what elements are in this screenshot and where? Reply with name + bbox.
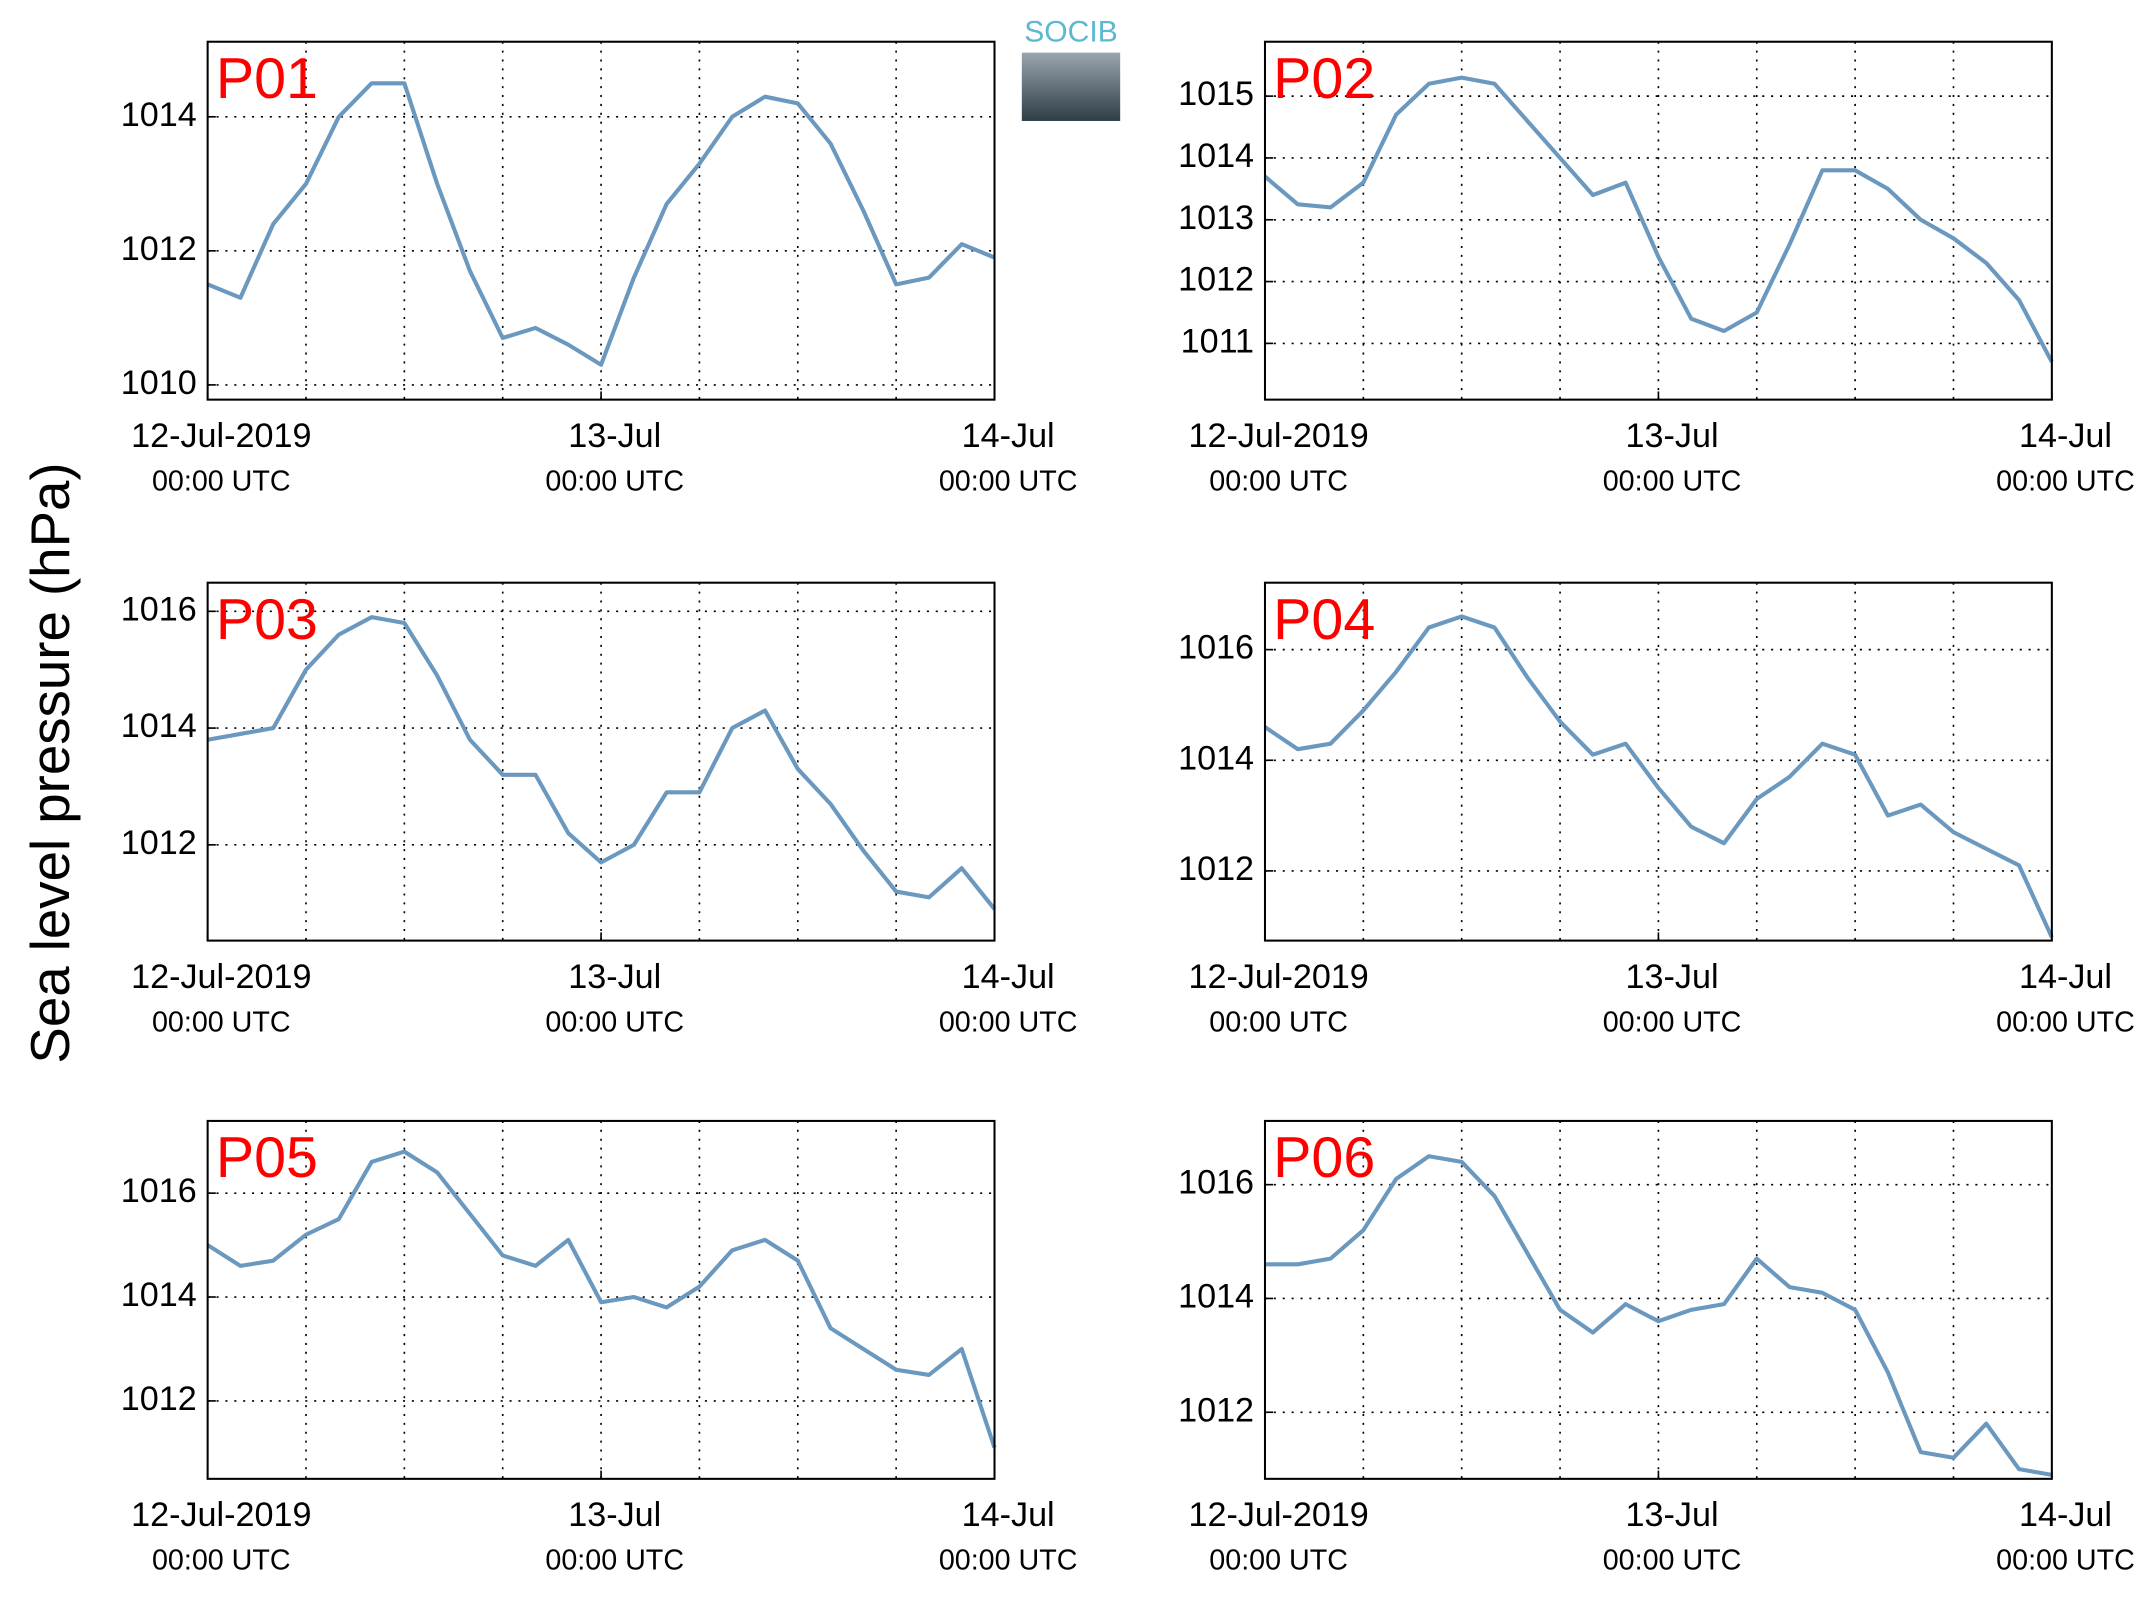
plot-frame bbox=[1263, 581, 2053, 942]
y-tick-label: 1014 bbox=[121, 96, 197, 134]
x-tick-label: 13-Jul bbox=[568, 417, 661, 455]
y-tick-label: 1012 bbox=[1178, 850, 1254, 888]
plot-frame bbox=[1263, 1119, 2053, 1480]
y-tick-label: 1011 bbox=[1181, 322, 1254, 360]
data-line bbox=[1263, 614, 2054, 939]
logo-text: SOCIB bbox=[1024, 15, 1118, 48]
y-tick-label: 1014 bbox=[1178, 739, 1254, 777]
x-tick-sublabel: 00:00 UTC bbox=[1603, 1007, 1742, 1039]
panel-title: P01 bbox=[216, 47, 318, 111]
panel: 1012 1014 1016 12-Jul-2019 00:00 UTC 13-Jul 00… bbox=[1178, 1119, 2135, 1577]
y-axis-label: Sea level pressure (hPa) bbox=[20, 462, 81, 1063]
x-tick-label: 12-Jul-2019 bbox=[131, 417, 311, 455]
x-tick-label: 13-Jul bbox=[568, 1496, 661, 1534]
panel-title: P02 bbox=[1273, 47, 1375, 111]
y-tick-label: 1014 bbox=[121, 707, 197, 745]
y-tick-label: 1013 bbox=[1178, 199, 1254, 237]
x-tick-label: 13-Jul bbox=[1626, 1496, 1719, 1534]
x-tick-label: 14-Jul bbox=[962, 958, 1055, 996]
plot-frame bbox=[206, 1119, 996, 1480]
y-tick-label: 1014 bbox=[121, 1276, 197, 1314]
plot-frame bbox=[206, 40, 996, 401]
x-tick-label: 12-Jul-2019 bbox=[1188, 1496, 1368, 1534]
y-tick-label: 1016 bbox=[1178, 1164, 1254, 1202]
x-tick-sublabel: 00:00 UTC bbox=[545, 466, 684, 498]
panel: 1012 1014 1016 12-Jul-2019 00:00 UTC 13-Jul 00… bbox=[121, 1119, 1078, 1577]
x-tick-sublabel: 00:00 UTC bbox=[939, 1007, 1078, 1039]
y-tick-label: 1012 bbox=[121, 824, 197, 862]
data-line bbox=[1263, 75, 2054, 363]
y-tick-label: 1012 bbox=[1178, 1391, 1254, 1429]
x-tick-label: 13-Jul bbox=[568, 958, 661, 996]
y-tick-label: 1016 bbox=[121, 590, 197, 628]
plot-frame bbox=[206, 581, 996, 942]
y-tick-label: 1015 bbox=[1178, 75, 1254, 113]
x-tick-sublabel: 00:00 UTC bbox=[939, 1545, 1078, 1577]
x-tick-label: 12-Jul-2019 bbox=[131, 1496, 311, 1534]
x-tick-label: 12-Jul-2019 bbox=[1188, 958, 1368, 996]
y-tick-label: 1016 bbox=[1178, 629, 1254, 667]
data-line bbox=[206, 1149, 997, 1449]
y-tick-label: 1010 bbox=[121, 364, 197, 402]
x-tick-sublabel: 00:00 UTC bbox=[152, 1545, 291, 1577]
x-tick-label: 12-Jul-2019 bbox=[1188, 417, 1368, 455]
x-tick-label: 14-Jul bbox=[2019, 417, 2112, 455]
x-tick-sublabel: 00:00 UTC bbox=[1603, 1545, 1742, 1577]
x-tick-sublabel: 00:00 UTC bbox=[1209, 466, 1348, 498]
x-tick-sublabel: 00:00 UTC bbox=[545, 1545, 684, 1577]
data-line bbox=[207, 615, 997, 911]
panel: 1010 1012 1014 12-Jul-2019 00:00 UTC 13-Jul 00… bbox=[121, 40, 1078, 498]
x-tick-sublabel: 00:00 UTC bbox=[1209, 1007, 1348, 1039]
x-tick-label: 14-Jul bbox=[2019, 1496, 2112, 1534]
x-tick-label: 14-Jul bbox=[962, 417, 1055, 455]
logo: SOCIB bbox=[1021, 15, 1121, 121]
logo-box bbox=[1021, 52, 1121, 121]
x-tick-label: 14-Jul bbox=[2019, 958, 2112, 996]
x-tick-sublabel: 00:00 UTC bbox=[1209, 1545, 1348, 1577]
x-tick-sublabel: 00:00 UTC bbox=[545, 1007, 684, 1039]
y-tick-label: 1016 bbox=[121, 1172, 197, 1210]
y-tick-label: 1012 bbox=[121, 230, 197, 268]
panel: 1012 1014 1016 12-Jul-2019 00:00 UTC 13-Jul 00… bbox=[1178, 581, 2135, 1039]
plots: 1010 1012 1014 12-Jul-2019 00:00 UTC 13-Jul 00… bbox=[121, 40, 2135, 1577]
x-tick-label: 12-Jul-2019 bbox=[131, 958, 311, 996]
panel-title: P06 bbox=[1273, 1126, 1375, 1190]
x-tick-sublabel: 00:00 UTC bbox=[152, 1007, 291, 1039]
x-tick-label: 14-Jul bbox=[962, 1496, 1055, 1534]
x-tick-sublabel: 00:00 UTC bbox=[1996, 1545, 2135, 1577]
x-tick-label: 13-Jul bbox=[1626, 417, 1719, 455]
x-tick-sublabel: 00:00 UTC bbox=[1996, 1007, 2135, 1039]
x-tick-label: 13-Jul bbox=[1626, 958, 1719, 996]
panel-title: P05 bbox=[216, 1126, 318, 1190]
y-tick-label: 1014 bbox=[1178, 1277, 1254, 1315]
data-line bbox=[1264, 1154, 2053, 1477]
y-tick-label: 1012 bbox=[121, 1380, 197, 1418]
plot-frame bbox=[1263, 40, 2053, 401]
x-tick-sublabel: 00:00 UTC bbox=[1603, 466, 1742, 498]
x-tick-sublabel: 00:00 UTC bbox=[939, 466, 1078, 498]
panel: 1011 1012 1013 1014 1015 12-Jul-2019 00:00 UTC… bbox=[1178, 40, 2135, 498]
y-tick-label: 1014 bbox=[1178, 137, 1254, 175]
panel: 1012 1014 1016 12-Jul-2019 00:00 UTC 13-Jul 00… bbox=[121, 581, 1078, 1039]
panel-title: P03 bbox=[216, 588, 318, 652]
x-tick-sublabel: 00:00 UTC bbox=[1996, 466, 2135, 498]
data-line bbox=[206, 81, 996, 367]
panel-title: P04 bbox=[1273, 588, 1375, 652]
y-tick-label: 1012 bbox=[1178, 261, 1254, 299]
x-tick-sublabel: 00:00 UTC bbox=[152, 466, 291, 498]
